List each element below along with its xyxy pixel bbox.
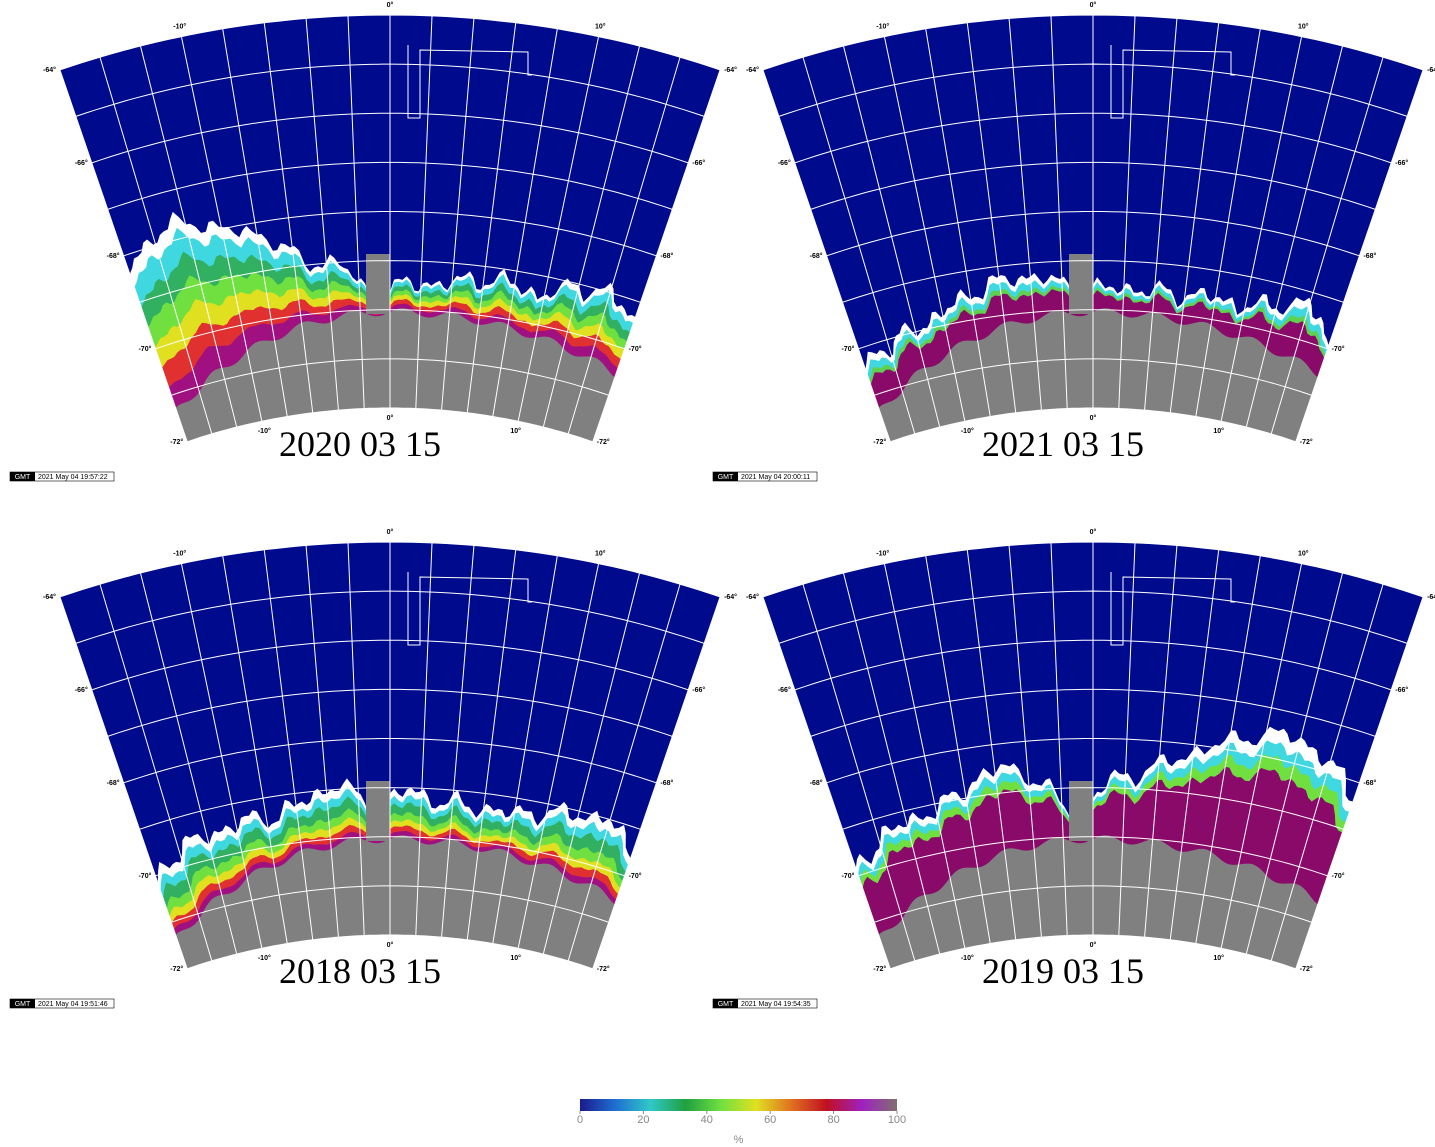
lat-label: -72° [1300,965,1313,973]
lon-label: -10° [173,23,186,31]
lat-label: -64° [724,593,737,601]
figure: -10° -10° 0° 0° 10° 10° -64° -64° -66° -66° -68° -6… [0,0,1435,1147]
lon-label: 10° [1213,954,1224,962]
lon-label: 0° [387,414,394,422]
lon-label: 0° [387,1,394,9]
colorbar-label: % [734,1134,744,1146]
timestamp: 2021 May 04 19:54:35 [741,1001,811,1008]
land [1069,254,1093,314]
lon-label: 0° [387,941,394,949]
lon-label: 10° [510,427,521,435]
lat-label: -72° [170,965,183,973]
map-panel: -10° -10° 0° 0° 10° 10° -64° -64° -66° -66° -68° -6… [10,528,737,1008]
lat-label: -70° [1332,345,1345,353]
lat-label: -64° [746,593,759,601]
lat-label: -64° [724,66,737,74]
lon-label: -10° [961,427,974,435]
lat-label: -72° [170,438,183,446]
lon-label: 10° [1298,23,1309,31]
lon-label: 0° [1090,528,1097,536]
lat-label: -72° [597,965,610,973]
map-panel: -10° -10° 0° 0° 10° 10° -64° -64° -66° -66° -68° -6… [713,1,1435,481]
lon-label: 0° [1090,414,1097,422]
map-panel: -10° -10° 0° 0° 10° 10° -64° -64° -66° -66° -68° -6… [10,1,737,481]
panel-title: 2021 03 15 [982,424,1144,464]
lat-label: -64° [43,66,56,74]
lon-label: -10° [876,550,889,558]
colorbar-tick-label: 80 [827,1114,839,1126]
lat-label: -70° [841,345,854,353]
lat-label: -68° [810,252,823,260]
lat-label: -64° [1427,593,1435,601]
lat-label: -72° [597,438,610,446]
lat-label: -66° [75,159,88,167]
timestamp: 2021 May 04 20:00:11 [741,474,810,481]
lat-label: -66° [778,159,791,167]
lat-label: -70° [841,872,854,880]
lon-label: -10° [173,550,186,558]
panel-title: 2018 03 15 [279,951,441,991]
lat-label: -66° [778,686,791,694]
lat-label: -66° [1395,159,1408,167]
lat-label: -64° [746,66,759,74]
logo: GMT [718,474,734,481]
lat-label: -66° [692,686,705,694]
lat-label: -72° [873,438,886,446]
lon-label: 10° [1213,427,1224,435]
lat-label: -72° [1300,438,1313,446]
timestamp: 2021 May 04 19:51:46 [38,1001,108,1008]
lat-label: -70° [138,345,151,353]
lat-label: -64° [1427,66,1435,74]
lat-label: -70° [138,872,151,880]
lon-label: 10° [1298,550,1309,558]
colorbar [580,1099,897,1111]
lat-label: -68° [107,779,120,787]
lon-label: -10° [961,954,974,962]
land [366,781,390,841]
lat-label: -68° [660,252,673,260]
lat-label: -66° [692,159,705,167]
colorbar-tick-label: 60 [764,1114,776,1126]
lon-label: -10° [258,954,271,962]
lat-label: -70° [629,345,642,353]
land [366,254,390,314]
panel-title: 2020 03 15 [279,424,441,464]
lat-label: -70° [1332,872,1345,880]
lon-label: -10° [258,427,271,435]
lat-label: -68° [1363,252,1376,260]
lat-label: -72° [873,965,886,973]
logo: GMT [718,1001,734,1008]
lon-label: 0° [387,528,394,536]
lat-label: -70° [629,872,642,880]
logo: GMT [15,474,31,481]
lon-label: 10° [595,550,606,558]
lon-label: -10° [876,23,889,31]
land [1069,781,1093,841]
lat-label: -64° [43,593,56,601]
colorbar-tick-label: 40 [701,1114,713,1126]
lon-label: 0° [1090,941,1097,949]
lat-label: -66° [75,686,88,694]
lon-label: 10° [510,954,521,962]
lat-label: -68° [810,779,823,787]
map-panel: -10° -10° 0° 0° 10° 10° -64° -64° -66° -66° -68° -6… [713,528,1435,1008]
logo: GMT [15,1001,31,1008]
lon-label: 0° [1090,1,1097,9]
colorbar-tick-label: 0 [577,1114,583,1126]
colorbar-tick-label: 100 [888,1114,906,1126]
lat-label: -68° [107,252,120,260]
lat-label: -66° [1395,686,1408,694]
timestamp: 2021 May 04 19:57:22 [38,474,108,481]
panel-title: 2019 03 15 [982,951,1144,991]
lat-label: -68° [660,779,673,787]
colorbar-tick-label: 20 [637,1114,649,1126]
lat-label: -68° [1363,779,1376,787]
lon-label: 10° [595,23,606,31]
